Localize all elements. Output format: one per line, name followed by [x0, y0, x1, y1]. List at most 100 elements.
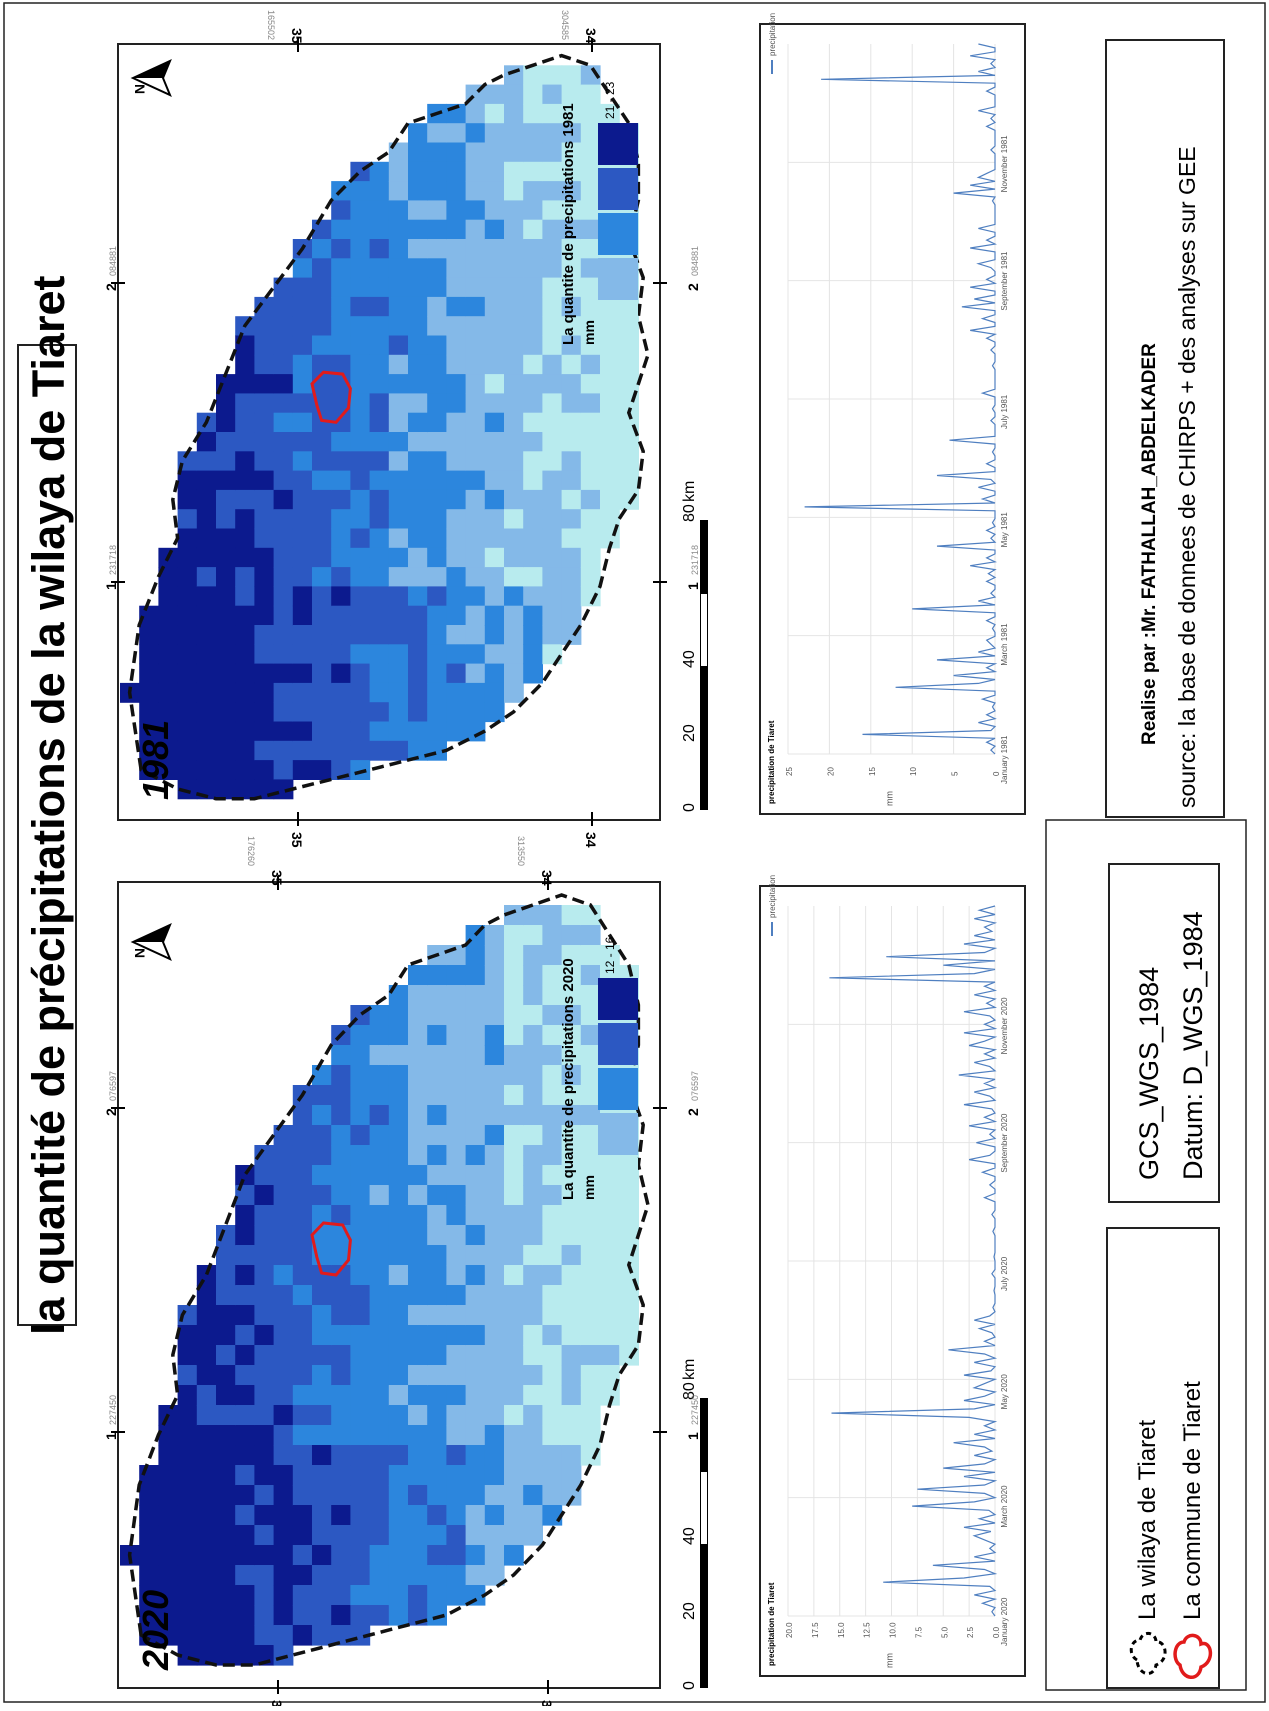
- raster-cell: [504, 1065, 524, 1086]
- raster-cell: [369, 1105, 390, 1126]
- raster-cell: [504, 1225, 524, 1246]
- raster-cell: [504, 65, 524, 86]
- raster-cell: [504, 219, 524, 240]
- raster-cell: [561, 296, 582, 317]
- raster-cell: [504, 528, 524, 549]
- raster-cell: [331, 316, 351, 337]
- raster-cell: [388, 1205, 409, 1226]
- raster-cell: [369, 354, 390, 375]
- raster-cell: [331, 528, 351, 549]
- raster-cell: [427, 547, 447, 568]
- raster-cell: [331, 1425, 351, 1446]
- raster-cell: [312, 509, 332, 530]
- raster-cell: [292, 625, 313, 645]
- raster-cell: [369, 1245, 390, 1266]
- raster-cell: [484, 1325, 505, 1346]
- raster-cell: [254, 1365, 275, 1386]
- raster-cell: [254, 335, 275, 356]
- raster-cell: [177, 625, 198, 645]
- raster-cell: [561, 354, 582, 375]
- gcs-label: GCS_WGS_1984: [1134, 967, 1164, 1180]
- raster-cell: [465, 1285, 486, 1306]
- raster-cell: [235, 644, 255, 665]
- raster-cell: [465, 393, 486, 414]
- raster-cell: [350, 1265, 371, 1286]
- raster-cell: [427, 470, 447, 491]
- raster-cell: [600, 451, 620, 472]
- raster-cell: [523, 1365, 543, 1386]
- raster-cell: [369, 721, 390, 742]
- raster-cell: [561, 1465, 582, 1486]
- raster-cell: [561, 605, 582, 626]
- raster-cell: [427, 1025, 447, 1046]
- raster-cell: [542, 965, 563, 986]
- scale-bar-1981: 0 20 40 80 km: [681, 481, 708, 812]
- raster-cell: [542, 432, 563, 452]
- y-tick-label: 17.5: [811, 1622, 820, 1638]
- raster-cell: [427, 335, 447, 356]
- raster-cell: [484, 1185, 505, 1206]
- raster-cell: [504, 1205, 524, 1226]
- raster-cell: [312, 354, 332, 375]
- raster-cell: [484, 586, 505, 607]
- raster-cell: [177, 1505, 198, 1526]
- raster-cell: [388, 1165, 409, 1186]
- raster-cell: [580, 1205, 601, 1226]
- series-line: [829, 905, 998, 1617]
- raster-cell: [273, 1165, 294, 1186]
- raster-cell: [523, 277, 543, 298]
- raster-cell: [542, 528, 563, 549]
- raster-cell: [408, 354, 428, 375]
- raster-cell: [216, 625, 236, 645]
- raster-cell: [292, 644, 313, 665]
- raster-cell: [446, 354, 467, 375]
- raster-cell: [561, 1065, 582, 1086]
- credits-box: Realise par :Mr. FATHALLAH_ABDELKADER so…: [1105, 39, 1225, 818]
- raster-cell: [600, 1225, 620, 1246]
- raster-cell: [408, 277, 428, 298]
- raster-cell: [235, 567, 255, 587]
- lon-label: 2: [685, 1108, 701, 1116]
- raster-cell: [350, 1465, 371, 1486]
- raster-cell: [196, 625, 217, 645]
- raster-cell: [504, 663, 524, 684]
- raster-cell: [408, 1465, 428, 1486]
- raster-cell: [542, 1005, 563, 1026]
- raster-cell: [350, 1225, 371, 1246]
- raster-cell: [484, 103, 505, 124]
- raster-cell: [427, 374, 447, 394]
- scale-label: 0: [681, 803, 698, 812]
- raster-cell: [312, 316, 332, 337]
- raster-cell: [350, 451, 371, 472]
- raster-cell: [561, 393, 582, 414]
- raster-cell: [484, 316, 505, 337]
- raster-cell: [484, 945, 505, 966]
- raster-cell: [216, 644, 236, 665]
- raster-cell: [331, 1385, 351, 1406]
- raster-cell: [427, 123, 447, 144]
- raster-cell: [369, 1365, 390, 1386]
- x-tick-label: January 1981: [1000, 735, 1009, 784]
- legend-swatch: [598, 213, 638, 255]
- raster-cell: [561, 451, 582, 472]
- y-tick-label: 15: [868, 767, 877, 776]
- raster-cell: [273, 1265, 294, 1286]
- raster-cell: [408, 451, 428, 472]
- raster-cell: [408, 1365, 428, 1386]
- raster-cell: [427, 1045, 447, 1066]
- raster-cell: [408, 142, 428, 163]
- raster-cell: [254, 605, 275, 626]
- raster-cell: [331, 1245, 351, 1266]
- raster-cell: [484, 1345, 505, 1366]
- x-tick-label: November 2020: [1000, 997, 1009, 1054]
- raster-cell: [408, 335, 428, 356]
- raster-cell: [542, 296, 563, 317]
- raster-cell: [561, 985, 582, 1006]
- raster-cell: [580, 1085, 601, 1106]
- raster-cell: [446, 985, 467, 1006]
- raster-cell: [619, 451, 639, 472]
- raster-cell: [523, 296, 543, 317]
- raster-cell: [484, 1125, 505, 1146]
- raster-cell: [504, 1105, 524, 1126]
- raster-cell: [484, 239, 505, 259]
